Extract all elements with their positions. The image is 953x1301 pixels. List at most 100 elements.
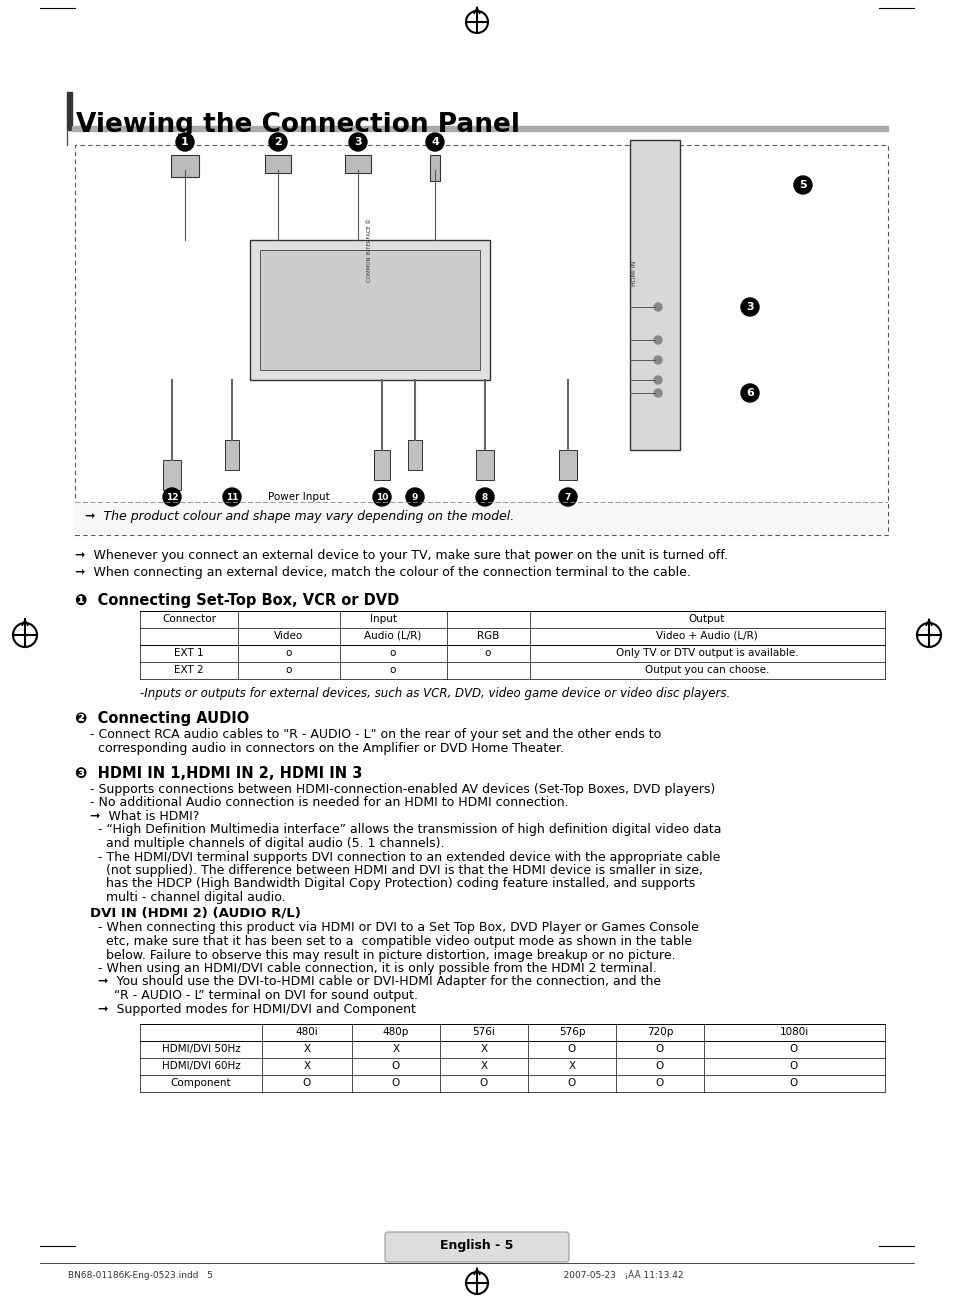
Circle shape	[558, 488, 577, 506]
Text: - When connecting this product via HDMI or DVI to a Set Top Box, DVD Player or G: - When connecting this product via HDMI …	[90, 921, 699, 934]
Text: 576i: 576i	[472, 1026, 495, 1037]
Text: Connector: Connector	[162, 614, 215, 624]
Bar	[629, 141, 679, 450]
Text: Component: Component	[171, 1079, 231, 1088]
Circle shape	[793, 176, 811, 194]
Text: O: O	[479, 1079, 488, 1088]
Text: 10: 10	[375, 493, 388, 501]
Text: O: O	[567, 1043, 576, 1054]
Bar	[260, 250, 479, 369]
Text: and multiple channels of digital audio (5. 1 channels).: and multiple channels of digital audio (…	[90, 837, 444, 850]
Text: EXT 2: EXT 2	[174, 665, 204, 675]
Text: 6: 6	[745, 388, 753, 398]
Text: Power Input: Power Input	[268, 492, 330, 502]
Text: X: X	[303, 1062, 311, 1071]
Text: O: O	[655, 1043, 663, 1054]
Bar	[71, 126, 887, 131]
Text: HDMI/DVI 60Hz: HDMI/DVI 60Hz	[161, 1062, 240, 1071]
Text: O: O	[789, 1043, 798, 1054]
Bar	[75, 502, 887, 535]
Text: O: O	[567, 1079, 576, 1088]
Text: 9: 9	[412, 493, 417, 501]
Bar	[171, 155, 199, 177]
Text: 480i: 480i	[295, 1026, 318, 1037]
Text: ❶  Connecting Set-Top Box, VCR or DVD: ❶ Connecting Set-Top Box, VCR or DVD	[75, 593, 399, 608]
Bar	[163, 461, 181, 490]
Text: (not supplied). The difference between HDMI and DVI is that the HDMI device is s: (not supplied). The difference between H…	[90, 864, 702, 877]
Text: 12: 12	[166, 493, 178, 501]
Text: ❷  Connecting AUDIO: ❷ Connecting AUDIO	[75, 712, 249, 726]
Text: O: O	[655, 1062, 663, 1071]
Circle shape	[426, 133, 443, 151]
Text: multi - channel digital audio.: multi - channel digital audio.	[90, 891, 285, 904]
Text: O: O	[789, 1062, 798, 1071]
Text: ➞  Whenever you connect an external device to your TV, make sure that power on t: ➞ Whenever you connect an external devic…	[75, 549, 727, 562]
Text: Only TV or DTV output is available.: Only TV or DTV output is available.	[615, 648, 798, 658]
Text: 5: 5	[799, 180, 806, 190]
Circle shape	[654, 336, 661, 343]
Text: ➞  The product colour and shape may vary depending on the model.: ➞ The product colour and shape may vary …	[85, 510, 514, 523]
Circle shape	[654, 303, 661, 311]
Text: Input: Input	[370, 614, 397, 624]
Bar	[75, 144, 887, 535]
Text: 720p: 720p	[646, 1026, 673, 1037]
Text: ➞  You should use the DVI-to-HDMI cable or DVI-HDMI Adapter for the connection, : ➞ You should use the DVI-to-HDMI cable o…	[90, 976, 660, 989]
Text: 480p: 480p	[382, 1026, 409, 1037]
Text: ➞  Supported modes for HDMI/DVI and Component: ➞ Supported modes for HDMI/DVI and Compo…	[90, 1003, 416, 1016]
Text: 8: 8	[481, 493, 488, 501]
Bar	[408, 440, 421, 470]
Text: X: X	[303, 1043, 311, 1054]
Text: - Supports connections between HDMI-connection-enabled AV devices (Set-Top Boxes: - Supports connections between HDMI-conn…	[90, 783, 715, 796]
Circle shape	[740, 384, 759, 402]
Text: DVI IN (HDMI 2) (AUDIO R/L): DVI IN (HDMI 2) (AUDIO R/L)	[90, 907, 300, 920]
FancyBboxPatch shape	[385, 1232, 568, 1262]
Text: 2: 2	[274, 137, 281, 147]
Bar	[374, 450, 390, 480]
Text: HDMI IN: HDMI IN	[632, 260, 637, 285]
Text: Viewing the Connection Panel: Viewing the Connection Panel	[76, 112, 519, 138]
Text: 3: 3	[745, 302, 753, 312]
Text: o: o	[390, 665, 395, 675]
Text: - “High Definition Multimedia interface” allows the transmission of high definit: - “High Definition Multimedia interface”…	[90, 824, 720, 837]
Text: X: X	[480, 1043, 487, 1054]
Bar	[250, 239, 490, 380]
Circle shape	[406, 488, 423, 506]
Bar	[476, 450, 494, 480]
Text: ➞  What is HDMI?: ➞ What is HDMI?	[90, 811, 199, 824]
Text: - Connect RCA audio cables to "R - AUDIO - L" on the rear of your set and the ot: - Connect RCA audio cables to "R - AUDIO…	[90, 729, 660, 742]
Text: ❸  HDMI IN 1,HDMI IN 2, HDMI IN 3: ❸ HDMI IN 1,HDMI IN 2, HDMI IN 3	[75, 766, 362, 781]
Circle shape	[654, 389, 661, 397]
Text: RGB: RGB	[476, 631, 498, 641]
Text: 1080i: 1080i	[779, 1026, 808, 1037]
Text: Video + Audio (L/R): Video + Audio (L/R)	[656, 631, 757, 641]
Circle shape	[654, 356, 661, 364]
Text: O: O	[392, 1079, 399, 1088]
Circle shape	[269, 133, 287, 151]
Text: ➞  When connecting an external device, match the colour of the connection termin: ➞ When connecting an external device, ma…	[75, 566, 690, 579]
Bar	[430, 155, 439, 181]
Text: Audio (L/R): Audio (L/R)	[364, 631, 421, 641]
Text: corresponding audio in connectors on the Amplifier or DVD Home Theater.: corresponding audio in connectors on the…	[90, 742, 563, 755]
Text: HDMI/DVI 50Hz: HDMI/DVI 50Hz	[161, 1043, 240, 1054]
Text: has the HDCP (High Bandwidth Digital Copy Protection) coding feature installed, : has the HDCP (High Bandwidth Digital Cop…	[90, 877, 695, 890]
Circle shape	[163, 488, 181, 506]
Circle shape	[223, 488, 241, 506]
Text: o: o	[390, 648, 395, 658]
Text: etc, make sure that it has been set to a  compatible video output mode as shown : etc, make sure that it has been set to a…	[90, 935, 691, 948]
Bar	[345, 155, 371, 173]
Text: Output you can choose.: Output you can choose.	[644, 665, 768, 675]
Circle shape	[175, 133, 193, 151]
Text: -Inputs or outputs for external devices, such as VCR, DVD, video game device or : -Inputs or outputs for external devices,…	[140, 687, 729, 700]
Text: BN68-01186K-Eng-0523.indd   5                                                   : BN68-01186K-Eng-0523.indd 5	[68, 1270, 682, 1280]
Text: O: O	[302, 1079, 311, 1088]
Bar	[558, 450, 577, 480]
Text: X: X	[392, 1043, 399, 1054]
Text: below. Failure to observe this may result in picture distortion, image breakup o: below. Failure to observe this may resul…	[90, 948, 675, 961]
Circle shape	[740, 298, 759, 316]
Text: o: o	[286, 665, 292, 675]
Text: X: X	[568, 1062, 575, 1071]
Text: EXT 1: EXT 1	[174, 648, 204, 658]
Text: O: O	[392, 1062, 399, 1071]
Text: 7: 7	[564, 493, 571, 501]
Circle shape	[373, 488, 391, 506]
